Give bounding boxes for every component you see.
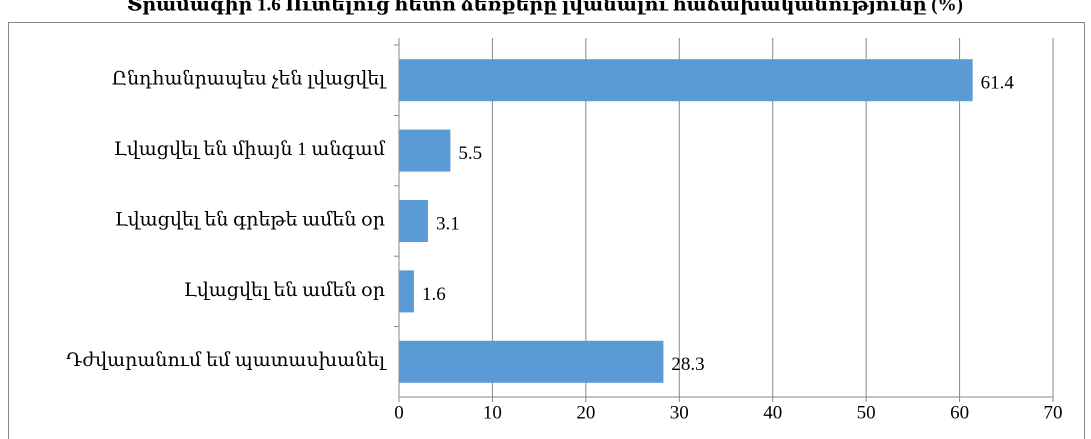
bar bbox=[399, 129, 451, 172]
bar bbox=[399, 59, 973, 102]
x-tick-label: 70 bbox=[1044, 402, 1063, 423]
data-label: 3.1 bbox=[436, 213, 460, 234]
x-tick-label: 50 bbox=[857, 402, 876, 423]
bar bbox=[399, 270, 414, 313]
data-label: 61.4 bbox=[981, 73, 1015, 94]
data-label: 5.5 bbox=[458, 143, 482, 164]
bar bbox=[399, 200, 428, 242]
data-label: 1.6 bbox=[422, 284, 446, 305]
x-tick-label: 40 bbox=[763, 402, 782, 423]
chart-title: Տրամագիր 1.6 Ուտելուց հետո ձեռքերը լվանա… bbox=[127, 0, 963, 15]
y-tick-label: Լվացվել են ամեն օր bbox=[184, 280, 385, 301]
y-tick-label: Ընդհանրապես չեն լվացվել bbox=[112, 69, 388, 90]
y-tick-label: Լվացվել են միայն 1 անգամ bbox=[114, 139, 386, 160]
x-tick-label: 30 bbox=[670, 402, 689, 423]
y-tick-label: Լվացվել են գրեթե ամեն օր bbox=[115, 209, 385, 230]
y-tick-label: Դժվարանում եմ պատասխանել bbox=[66, 350, 387, 371]
x-tick-label: 20 bbox=[576, 402, 595, 423]
x-tick-label: 60 bbox=[950, 402, 969, 423]
x-tick-label: 0 bbox=[394, 402, 404, 423]
bar bbox=[399, 340, 664, 383]
data-label: 28.3 bbox=[671, 354, 704, 375]
x-tick-label: 10 bbox=[483, 402, 502, 423]
